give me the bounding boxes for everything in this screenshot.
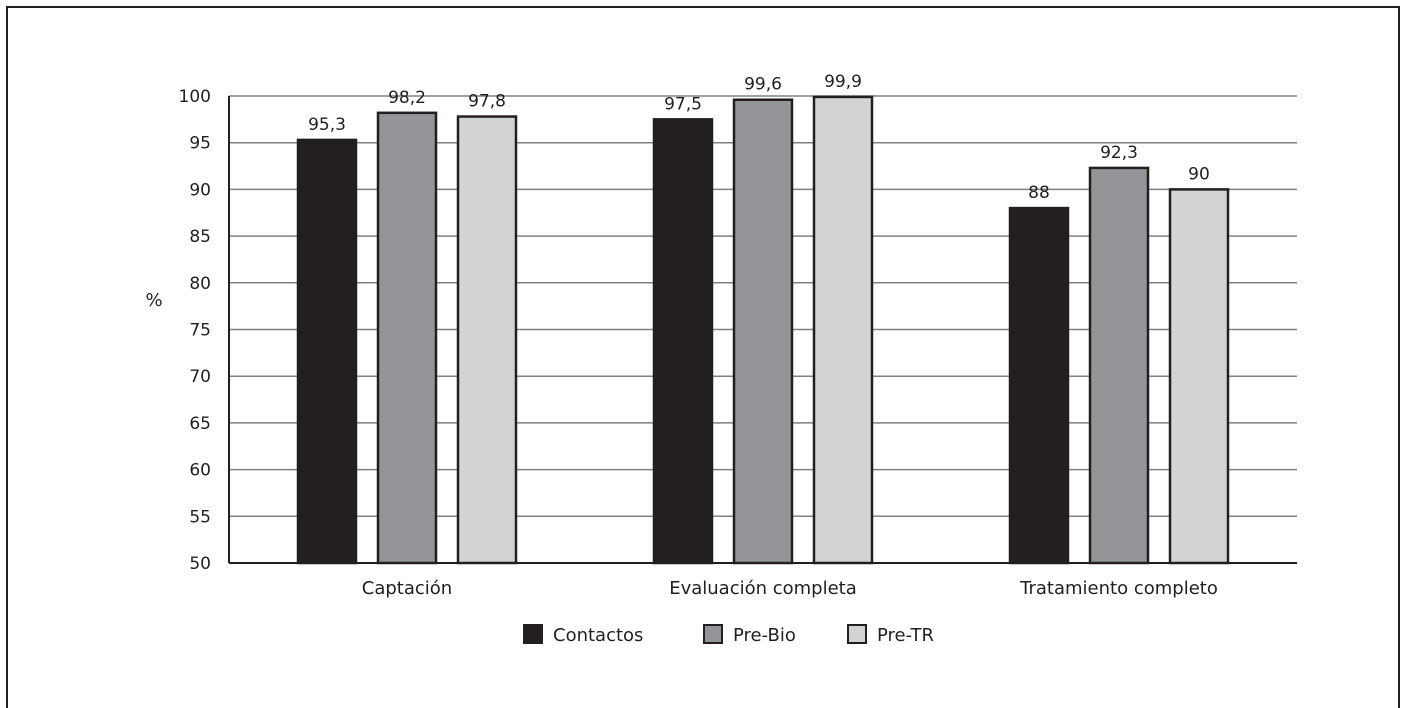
- y-tick-label: 50: [189, 554, 211, 574]
- legend-label: Contactos: [553, 625, 643, 646]
- y-tick-label: 100: [179, 87, 211, 107]
- data-label: 90: [1188, 164, 1210, 184]
- y-tick-label: 70: [189, 367, 211, 387]
- bar-pre-tr: [456, 115, 518, 565]
- bar-pre-bio: [732, 98, 794, 565]
- y-tick-label: 90: [189, 180, 211, 200]
- bar-pre-tr: [1168, 188, 1230, 565]
- legend-label: Pre-Bio: [733, 625, 796, 646]
- y-tick-label: 65: [189, 414, 211, 434]
- x-axis-categories: Captación Evaluación completa Tratamiento …: [362, 578, 1218, 599]
- y-tick-label: 55: [189, 507, 211, 527]
- data-labels: 95,3 98,2 97,8 97,5 99,6 99,9 88 92,3 90: [308, 72, 1210, 203]
- data-label: 97,5: [664, 94, 702, 114]
- data-label: 99,9: [824, 72, 862, 92]
- y-tick-label: 95: [189, 134, 211, 154]
- data-label: 98,2: [388, 88, 426, 108]
- y-tick-label: 75: [189, 321, 211, 341]
- legend-swatch: [847, 624, 867, 644]
- y-axis-ticks: 50 55 60 65 70 75 80 85 90 95 100: [179, 87, 211, 574]
- legend: Contactos Pre-Bio Pre-TR: [523, 624, 934, 646]
- x-category-label: Captación: [362, 578, 452, 599]
- bar-contactos: [1008, 206, 1070, 565]
- data-label: 99,6: [744, 75, 782, 95]
- legend-swatch: [523, 624, 543, 644]
- bar-pre-bio: [1088, 166, 1150, 565]
- bar-contactos: [652, 118, 714, 565]
- y-tick-label: 60: [189, 461, 211, 481]
- legend-swatch: [703, 624, 723, 644]
- y-tick-label: 80: [189, 274, 211, 294]
- axes: [228, 96, 1297, 564]
- y-tick-label: 85: [189, 227, 211, 247]
- x-category-label: Tratamiento completo: [1019, 578, 1218, 599]
- data-label: 88: [1028, 183, 1050, 203]
- y-axis-label: %: [145, 290, 162, 311]
- data-label: 95,3: [308, 115, 346, 135]
- bars: [296, 95, 1230, 565]
- bar-pre-tr: [812, 95, 874, 565]
- data-label: 97,8: [468, 92, 506, 112]
- data-label: 92,3: [1100, 143, 1138, 163]
- legend-label: Pre-TR: [877, 625, 934, 646]
- bar-pre-bio: [376, 111, 438, 565]
- bar-contactos: [296, 138, 358, 565]
- x-category-label: Evaluación completa: [669, 578, 857, 599]
